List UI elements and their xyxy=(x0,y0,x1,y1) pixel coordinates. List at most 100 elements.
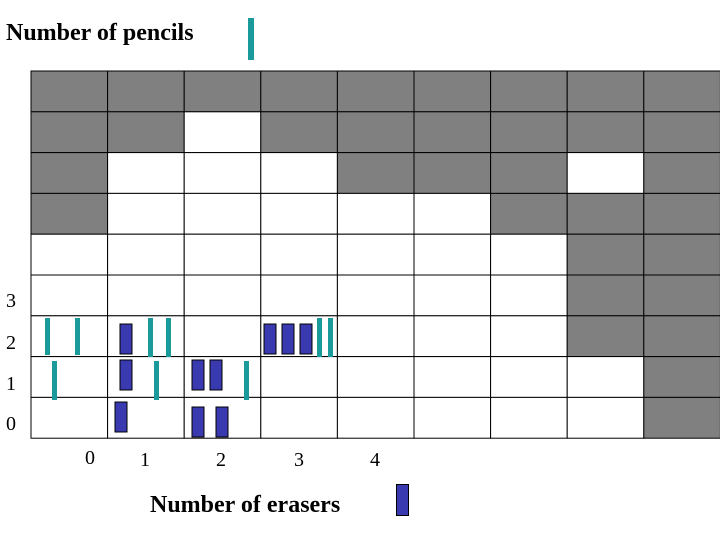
shaded-cell xyxy=(490,192,568,235)
shaded-cell xyxy=(490,70,568,113)
empty-cell xyxy=(260,152,338,194)
empty-cell xyxy=(490,274,568,317)
shaded-cell xyxy=(107,70,185,113)
pencil-icon xyxy=(244,361,249,400)
x-tick-label: 0 xyxy=(85,447,95,469)
empty-cell xyxy=(336,356,415,398)
empty-cell xyxy=(566,396,645,439)
shaded-cell xyxy=(566,233,645,276)
y-tick-label: 2 xyxy=(6,332,16,354)
eraser-icon xyxy=(119,323,133,355)
pencil-icon xyxy=(45,318,50,355)
shaded-cell xyxy=(413,70,492,113)
empty-cell xyxy=(183,233,262,276)
empty-cell xyxy=(183,315,262,358)
empty-cell xyxy=(336,233,415,276)
empty-cell xyxy=(30,274,109,317)
shaded-cell xyxy=(643,396,720,439)
empty-cell xyxy=(107,274,185,317)
empty-cell xyxy=(260,396,338,439)
shaded-cell xyxy=(566,315,645,358)
shaded-cell xyxy=(30,192,109,235)
shaded-cell xyxy=(30,152,109,194)
empty-cell xyxy=(107,152,185,194)
shaded-cell xyxy=(336,70,415,113)
pencil-legend-icon xyxy=(248,18,254,60)
eraser-icon xyxy=(114,401,128,433)
empty-cell xyxy=(183,152,262,194)
x-tick-label: 3 xyxy=(294,449,304,471)
empty-cell xyxy=(413,233,492,276)
empty-cell xyxy=(183,274,262,317)
y-tick-label: 3 xyxy=(6,290,16,312)
pencil-icon xyxy=(148,318,153,357)
empty-cell xyxy=(30,356,109,398)
pencil-icon xyxy=(317,318,322,357)
empty-cell xyxy=(260,233,338,276)
shaded-cell xyxy=(643,111,720,154)
eraser-icon xyxy=(299,323,313,355)
empty-cell xyxy=(413,192,492,235)
shaded-cell xyxy=(30,111,109,154)
shaded-cell xyxy=(643,356,720,398)
shaded-cell xyxy=(107,111,185,154)
eraser-legend-icon xyxy=(396,484,409,516)
y-tick-label: 0 xyxy=(6,413,16,435)
shaded-cell xyxy=(183,70,262,113)
empty-cell xyxy=(413,274,492,317)
shaded-cell xyxy=(643,152,720,194)
empty-cell xyxy=(490,396,568,439)
empty-cell xyxy=(107,233,185,276)
empty-cell xyxy=(107,315,185,358)
empty-cell xyxy=(490,233,568,276)
eraser-icon xyxy=(263,323,277,355)
pencil-icon xyxy=(166,318,171,357)
shaded-cell xyxy=(336,152,415,194)
pencil-icon xyxy=(75,318,80,355)
shaded-cell xyxy=(566,192,645,235)
empty-cell xyxy=(413,315,492,358)
chart-title: Number of pencils xyxy=(6,20,194,46)
pencil-icon xyxy=(328,318,333,357)
empty-cell xyxy=(490,356,568,398)
x-tick-label: 4 xyxy=(370,449,380,471)
empty-cell xyxy=(336,396,415,439)
eraser-icon xyxy=(209,359,223,391)
x-axis-label: Number of erasers xyxy=(150,492,341,518)
shaded-cell xyxy=(260,111,338,154)
shaded-cell xyxy=(30,70,109,113)
shaded-cell xyxy=(566,111,645,154)
eraser-icon xyxy=(281,323,295,355)
empty-cell xyxy=(107,192,185,235)
empty-cell xyxy=(413,396,492,439)
shaded-cell xyxy=(643,274,720,317)
x-tick-label: 2 xyxy=(216,449,226,471)
eraser-icon xyxy=(191,406,205,438)
empty-cell xyxy=(336,315,415,358)
shaded-cell xyxy=(643,70,720,113)
shaded-cell xyxy=(643,315,720,358)
pencil-icon xyxy=(52,361,57,400)
empty-cell xyxy=(490,315,568,358)
eraser-icon xyxy=(119,359,133,391)
empty-cell xyxy=(336,192,415,235)
shaded-cell xyxy=(413,152,492,194)
empty-cell xyxy=(183,192,262,235)
pencil-icon xyxy=(154,361,159,400)
shaded-cell xyxy=(490,152,568,194)
shaded-cell xyxy=(643,192,720,235)
shaded-cell xyxy=(566,70,645,113)
empty-cell xyxy=(30,396,109,439)
empty-cell xyxy=(336,274,415,317)
shaded-cell xyxy=(490,111,568,154)
empty-cell xyxy=(260,274,338,317)
empty-cell xyxy=(107,356,185,398)
x-tick-label: 1 xyxy=(140,449,150,471)
eraser-icon xyxy=(191,359,205,391)
empty-cell xyxy=(566,356,645,398)
shaded-cell xyxy=(260,70,338,113)
shaded-cell xyxy=(336,111,415,154)
empty-cell xyxy=(30,315,109,358)
empty-cell xyxy=(30,233,109,276)
